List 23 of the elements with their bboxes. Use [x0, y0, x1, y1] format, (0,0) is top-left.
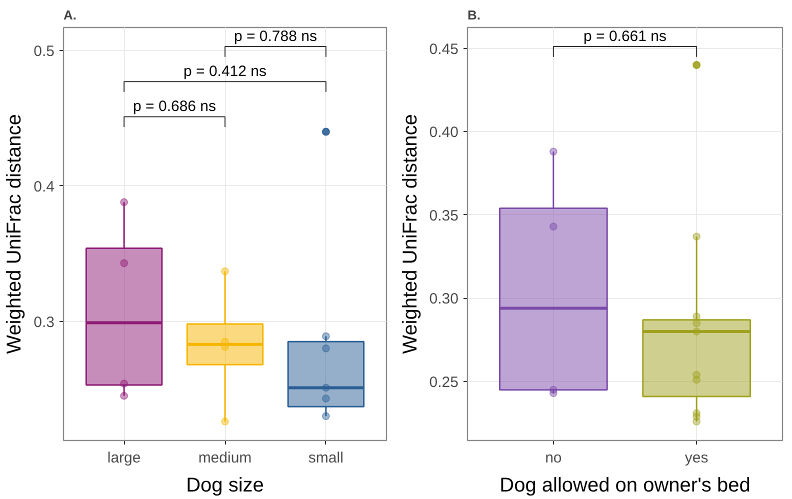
- chart-title: A.: [64, 8, 76, 22]
- x-axis-title: Dog allowed on owner's bed: [500, 474, 750, 496]
- chart-title: B.: [468, 8, 480, 22]
- y-tick-label: 0.45: [429, 40, 459, 58]
- y-tick-label: 0.5: [34, 43, 55, 60]
- annotation: p = 0.412 ns: [184, 62, 266, 80]
- y-tick-label: 0.35: [429, 207, 459, 224]
- y-axis-title: Weighted UniFrac distance: [399, 114, 422, 354]
- x-tick-label: yes: [684, 450, 708, 466]
- x-tick-label: large: [107, 450, 141, 466]
- y-tick-label: 0.3: [34, 314, 55, 331]
- x-tick-label: no: [545, 450, 562, 466]
- y-tick-label: 0.40: [429, 124, 459, 142]
- x-tick-label: medium: [198, 450, 252, 466]
- y-axis-title: Weighted UniFrac distance: [4, 114, 26, 354]
- x-tick-label: small: [308, 450, 344, 466]
- annotation: p = 0.686 ns: [133, 98, 216, 116]
- y-tick-label: 0.4: [34, 178, 55, 196]
- y-tick-label: 0.25: [429, 374, 459, 392]
- annotation: p = 0.661 ns: [584, 28, 666, 45]
- annotation: p = 0.788 ns: [234, 28, 317, 45]
- x-axis-title: Dog size: [186, 474, 264, 496]
- y-tick-label: 0.30: [429, 290, 459, 308]
